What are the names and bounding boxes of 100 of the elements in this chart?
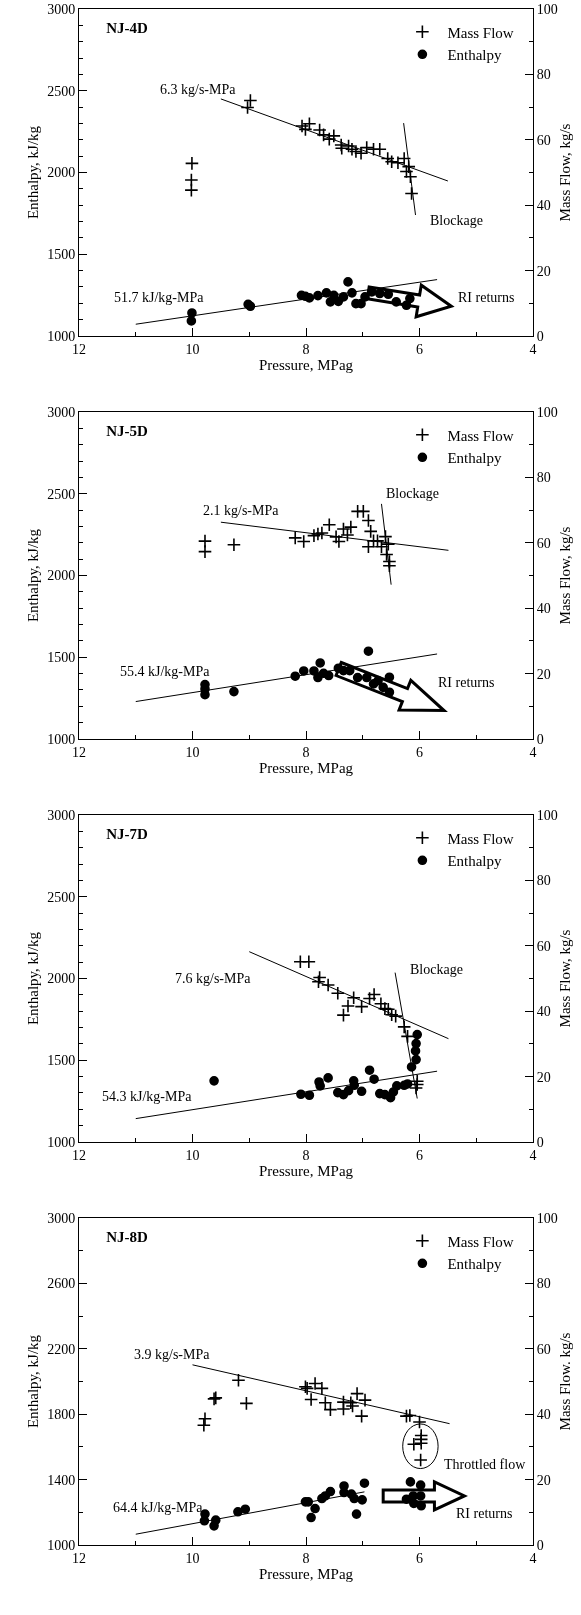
y2-tick-label: 20	[536, 1472, 551, 1488]
annotation: 51.7 kJ/kg-MPa	[114, 290, 205, 305]
legend-label: Enthalpy	[447, 1256, 503, 1273]
y-axis-title: Enthalpy, kJ/kg	[25, 528, 42, 623]
annotation: RI returns	[458, 290, 515, 305]
x-tick-label: 12	[72, 1550, 86, 1566]
x-tick-label: 4	[529, 1147, 537, 1163]
y2-tick-label: 20	[536, 263, 551, 279]
y-tick-label: 2500	[47, 889, 76, 905]
x-tick-label: 12	[72, 341, 86, 357]
y2-axis-title: Mass Flow, kg/s	[556, 929, 573, 1028]
y2-tick-label: 60	[536, 1341, 551, 1357]
y2-axis-title: Mass Flow. kg/s	[556, 1332, 573, 1431]
annotation: 3.9 kg/s-MPa	[134, 1347, 211, 1362]
x-tick-label: 12	[72, 1147, 86, 1163]
annotation: 54.3 kJ/kg-MPa	[102, 1089, 193, 1104]
text: NJ-4D	[106, 19, 149, 36]
y-tick-label: 1000	[47, 731, 76, 747]
y2-tick-label: 0	[536, 1537, 544, 1553]
y2-tick-label: 60	[536, 132, 551, 148]
y-axis-title: Enthalpy, kJ/kg	[25, 125, 42, 220]
y2-axis-title: Mass Flow, kg/s	[556, 123, 573, 222]
x-tick-label: 6	[416, 1550, 423, 1566]
annotation: RI returns	[456, 1506, 513, 1521]
y-tick-label: 1000	[47, 1134, 76, 1150]
y2-tick-label: 40	[536, 1004, 551, 1020]
y2-tick-label: 20	[536, 1069, 551, 1085]
y-tick-label: 1000	[47, 328, 76, 344]
y-tick-label: 3000	[47, 404, 76, 420]
y-tick-label: 2200	[47, 1341, 76, 1357]
y2-tick-label: 0	[536, 731, 544, 747]
y-tick-label: 3000	[47, 807, 76, 823]
x-axis-title: Pressure, MPag	[258, 759, 354, 776]
y-tick-label: 2000	[47, 971, 76, 987]
annotation: 64.4 kJ/kg-MPa	[113, 1500, 204, 1515]
y-tick-label: 2000	[47, 165, 76, 181]
y2-tick-label: 80	[536, 873, 551, 889]
y2-tick-label: 80	[536, 67, 551, 83]
x-axis-title: Pressure, MPag	[258, 356, 354, 373]
y2-tick-label: 40	[536, 601, 551, 617]
y-tick-label: 2500	[47, 486, 76, 502]
y2-tick-label: 100	[536, 1, 558, 17]
y2-tick-label: 100	[536, 404, 558, 420]
y2-tick-label: 80	[536, 1276, 551, 1292]
x-tick-label: 4	[529, 1550, 537, 1566]
y-axis-title: Enthalpy, kJ/kg	[25, 1334, 42, 1429]
legend-label: Enthalpy	[447, 47, 503, 64]
y-tick-label: 1800	[47, 1407, 76, 1423]
x-tick-label: 8	[302, 341, 310, 357]
annotation: Throttled flow	[444, 1457, 527, 1472]
y-tick-label: 2600	[47, 1276, 76, 1292]
annotation: 55.4 kJ/kg-MPa	[120, 664, 211, 679]
annotation: 2.1 kg/s-MPa	[203, 503, 280, 518]
x-tick-label: 8	[302, 1147, 310, 1163]
y2-tick-label: 60	[536, 938, 551, 954]
y-tick-label: 1400	[47, 1472, 76, 1488]
x-tick-label: 10	[185, 341, 200, 357]
y2-tick-label: 80	[536, 470, 551, 486]
y-axis-title: Enthalpy, kJ/kg	[25, 931, 42, 1026]
legend-label: Mass Flow	[447, 830, 514, 847]
y-tick-label: 3000	[47, 1210, 76, 1226]
annotation: Blockage	[386, 486, 439, 501]
text: NJ-5D	[106, 422, 149, 439]
x-tick-label: 6	[416, 744, 423, 760]
x-tick-label: 4	[529, 744, 537, 760]
y-tick-label: 1500	[47, 247, 76, 263]
y2-tick-label: 40	[536, 1407, 551, 1423]
y-tick-label: 2500	[47, 83, 76, 99]
y-tick-label: 2000	[47, 568, 76, 584]
legend-label: Mass Flow	[447, 427, 514, 444]
annotation: 6.3 kg/s-MPa	[160, 82, 237, 97]
y-tick-label: 1000	[47, 1537, 76, 1553]
y2-axis-title: Mass Flow, kg/s	[556, 526, 573, 625]
y2-tick-label: 40	[536, 198, 551, 214]
x-tick-label: 10	[185, 1147, 200, 1163]
x-tick-label: 4	[529, 341, 537, 357]
text: NJ-7D	[106, 825, 149, 842]
y2-tick-label: 20	[536, 666, 551, 682]
legend-label: Enthalpy	[447, 450, 503, 467]
x-tick-label: 10	[185, 744, 200, 760]
y-tick-label: 3000	[47, 1, 76, 17]
y-tick-label: 1500	[47, 650, 76, 666]
y2-tick-label: 100	[536, 1210, 558, 1226]
annotation: Blockage	[410, 962, 463, 977]
legend-label: Mass Flow	[447, 1233, 514, 1250]
y-tick-label: 1500	[47, 1053, 76, 1069]
x-tick-label: 10	[185, 1550, 200, 1566]
y2-tick-label: 100	[536, 807, 558, 823]
x-tick-label: 6	[416, 1147, 423, 1163]
y2-tick-label: 0	[536, 328, 544, 344]
legend-label: Mass Flow	[447, 24, 514, 41]
x-tick-label: 6	[416, 341, 423, 357]
y2-tick-label: 0	[536, 1134, 544, 1150]
x-tick-label: 8	[302, 1550, 310, 1566]
legend-label: Enthalpy	[447, 853, 503, 870]
annotation: Blockage	[430, 213, 483, 228]
text: NJ-8D	[106, 1228, 149, 1245]
x-tick-label: 8	[302, 744, 310, 760]
x-axis-title: Pressure, MPag	[258, 1565, 354, 1582]
annotation: RI returns	[438, 675, 495, 690]
